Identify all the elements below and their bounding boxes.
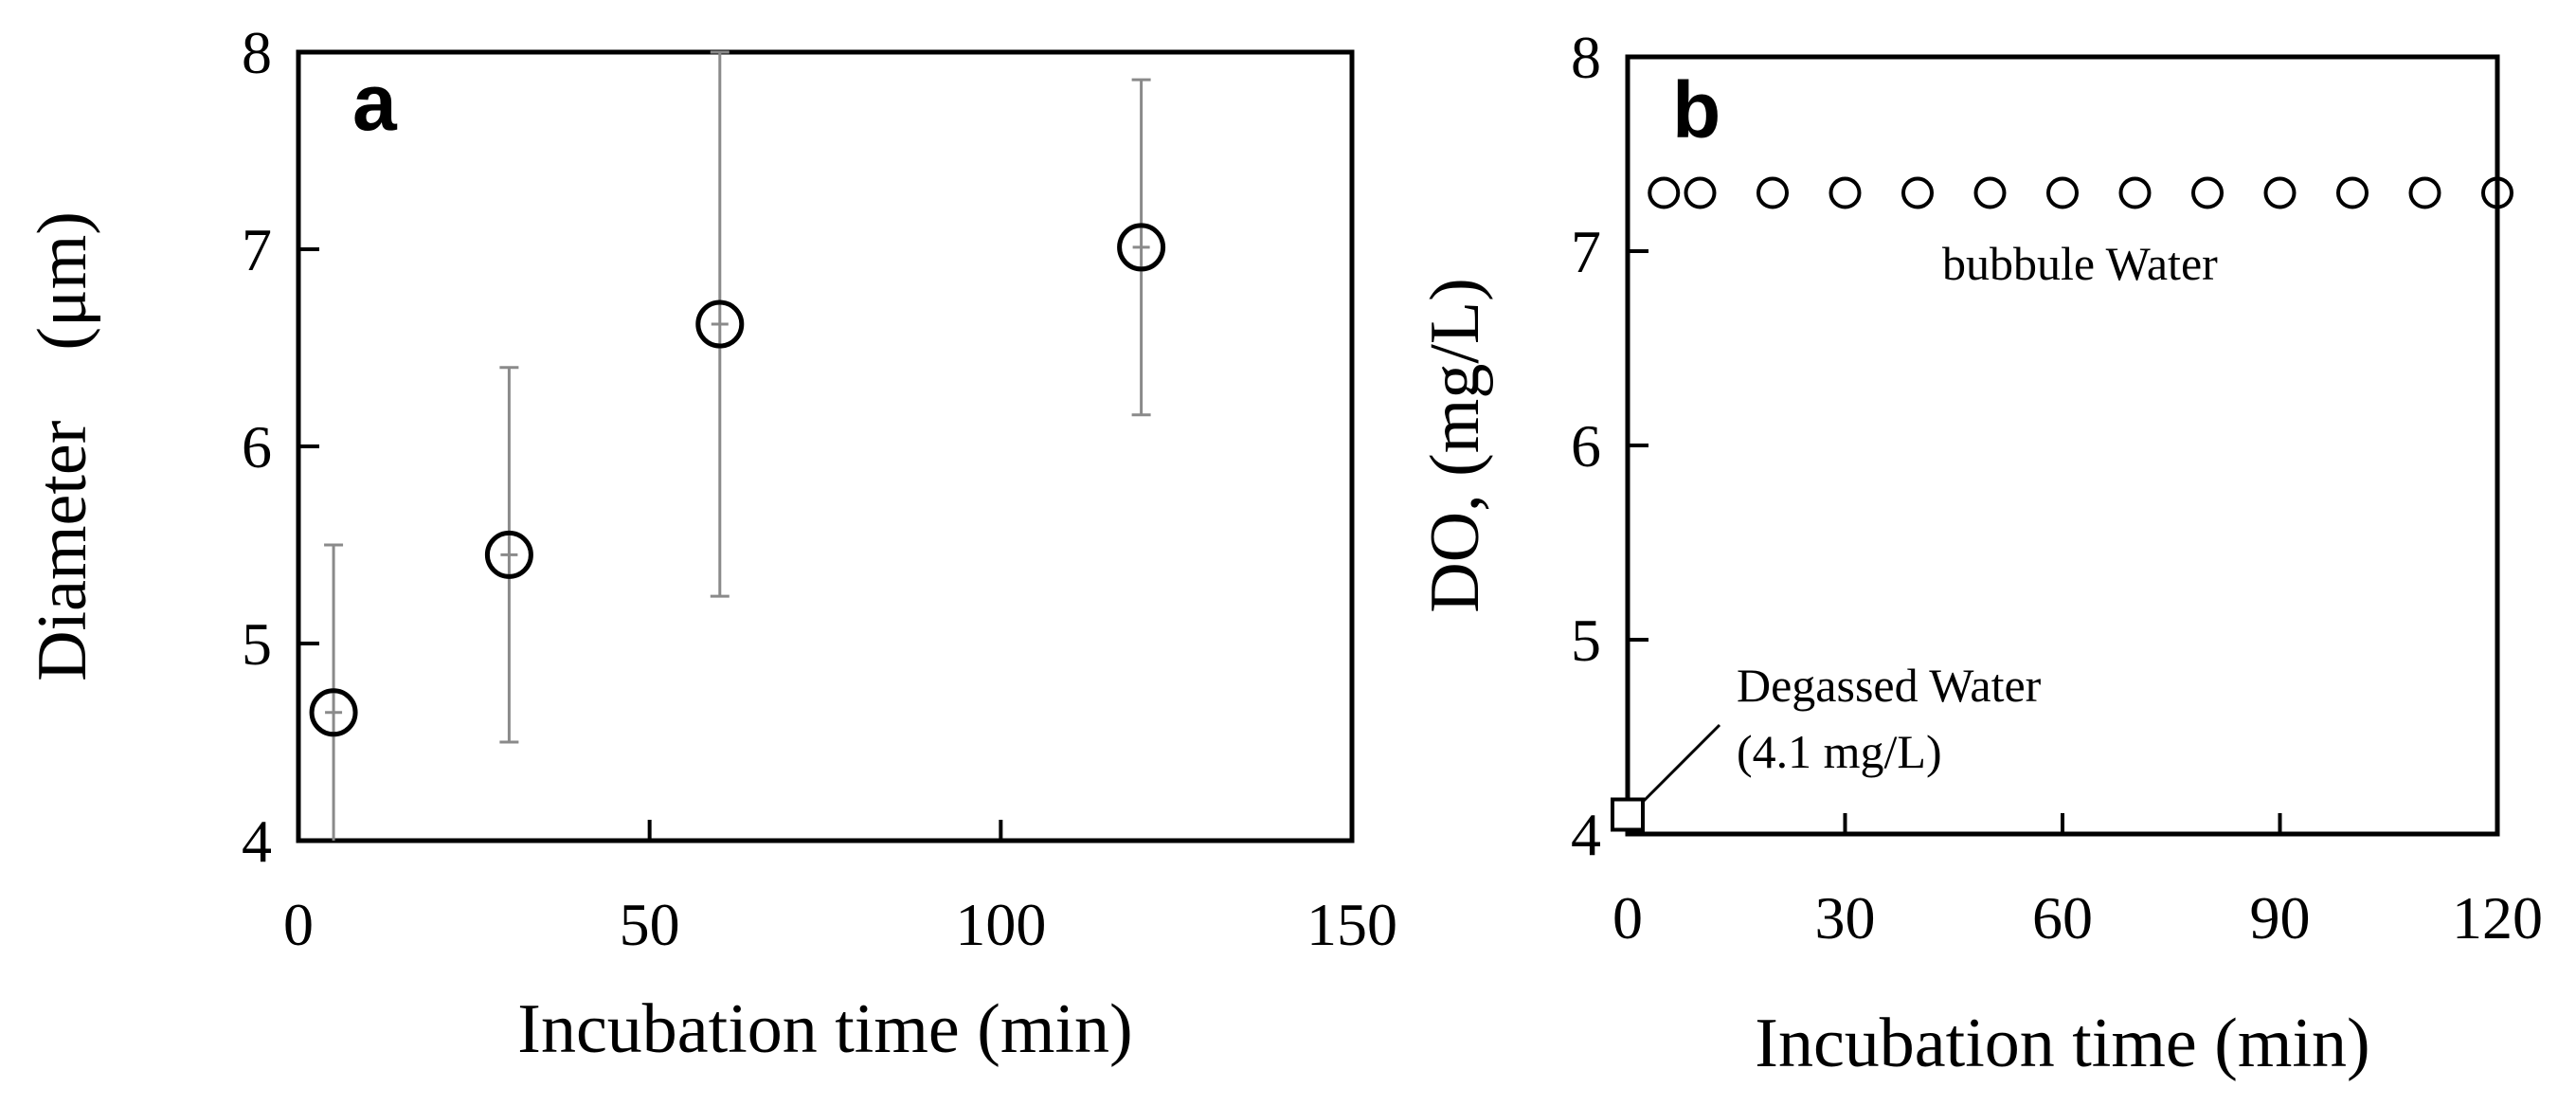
b-y-tick-label: 5: [1571, 607, 1601, 674]
b-x-tick-label: 120: [2452, 884, 2543, 952]
bubble-water-point: [2191, 176, 2224, 209]
a-x-tick-label: 150: [1306, 891, 1397, 958]
panel-a-y-ticks: 4 5 6 7 8: [242, 19, 319, 875]
a-y-tick-label: 6: [242, 413, 272, 480]
bubble-water-point: [1901, 176, 1934, 209]
panel-b-y-ticks: 4 5 6 7 8: [1571, 24, 1648, 868]
panel-b-x-ticks: 0 30 60 90 120: [1612, 813, 2543, 952]
bubble-water-point: [1684, 176, 1717, 209]
b-y-tick-label: 4: [1571, 801, 1601, 868]
bubbule-water-label: bubbule Water: [1942, 237, 2218, 290]
b-y-tick-label: 6: [1571, 412, 1601, 480]
a-x-tick-label: 100: [955, 891, 1046, 958]
panel-a-error-bars: [324, 50, 1151, 841]
panel-a-y-axis-title: Diameter (μm): [24, 211, 101, 681]
bubble-water-point: [1828, 176, 1862, 209]
b-y-tick-label: 8: [1571, 24, 1601, 91]
panel-b-plot-frame: [1625, 54, 2500, 837]
bubble-water-point: [2118, 176, 2152, 209]
panel-a-letter: a: [352, 58, 398, 147]
panel-a-plot-frame: [296, 49, 1355, 843]
panel-a-x-axis-title: Incubation time (min): [517, 990, 1132, 1068]
data-point: [1117, 223, 1166, 272]
panel-a-x-ticks: 0 50 100 150: [283, 820, 1397, 958]
a-y-tick-label: 7: [242, 216, 272, 283]
degassed-water-label-line2: (4.1 mg/L): [1737, 725, 1942, 778]
bubble-water-point: [2336, 176, 2369, 209]
b-x-tick-label: 0: [1612, 884, 1643, 952]
degassed-water-label-line1: Degassed Water: [1737, 659, 2042, 712]
panel-b-x-axis-title: Incubation time (min): [1755, 1005, 2369, 1082]
degassed-annotation-leader: [1635, 723, 1721, 809]
b-x-tick-label: 60: [2032, 884, 2093, 952]
b-x-tick-label: 30: [1815, 884, 1876, 952]
bubble-water-point: [2408, 176, 2441, 209]
panel-b-points: [1611, 176, 2513, 832]
b-x-tick-label: 90: [2250, 884, 2311, 952]
bubble-water-point: [2046, 176, 2079, 209]
data-point: [309, 688, 358, 737]
data-point: [695, 299, 745, 349]
b-y-tick-label: 7: [1571, 218, 1601, 285]
panel-a-points: [309, 223, 1166, 737]
panel-b: 4 5 6 7 8 0 30 60 90 120 b bubbule Water Degasse…: [1416, 24, 2543, 1082]
data-point: [484, 530, 533, 579]
bubble-water-point: [1973, 176, 2007, 209]
bubble-water-point: [2481, 176, 2513, 209]
a-y-tick-label: 5: [242, 610, 272, 678]
a-y-tick-label: 4: [242, 807, 272, 875]
bubble-water-point: [1756, 176, 1789, 209]
bubble-water-point: [1648, 176, 1681, 209]
a-x-tick-label: 0: [283, 891, 314, 958]
panel-b-letter: b: [1672, 65, 1720, 154]
bubble-water-point: [2263, 176, 2297, 209]
panel-b-y-axis-title: DO, (mg/L): [1416, 278, 1494, 613]
a-y-tick-label: 8: [242, 19, 272, 86]
a-x-tick-label: 50: [620, 891, 680, 958]
degassed-water-point: [1611, 797, 1645, 832]
